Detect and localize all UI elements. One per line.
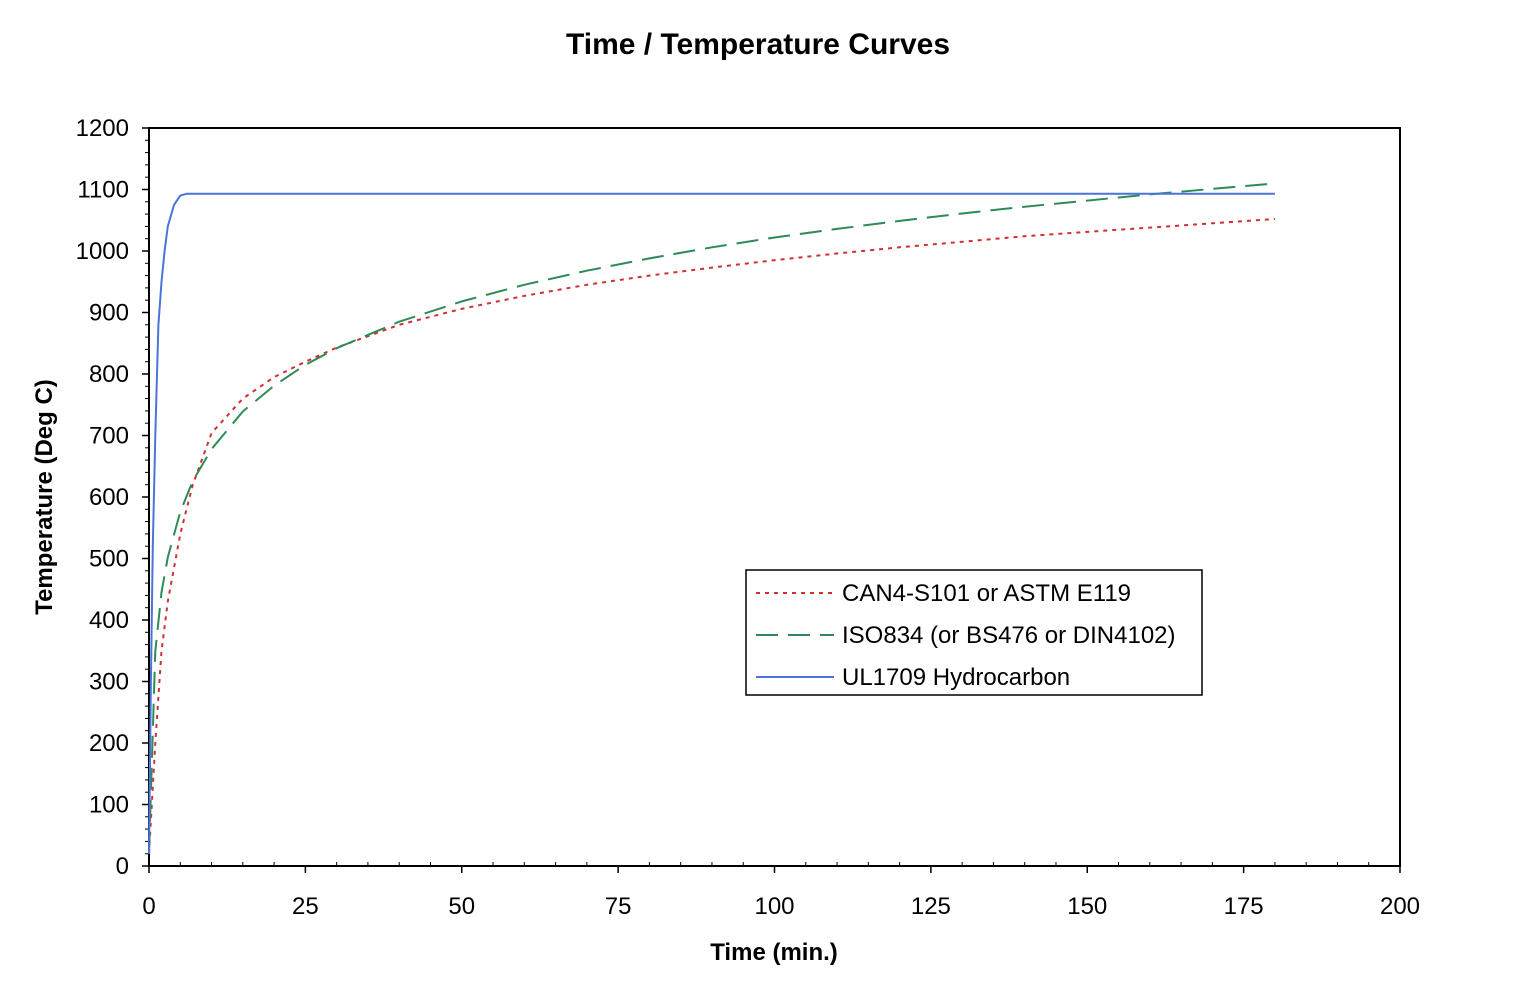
y-tick-label: 1100 xyxy=(77,177,129,204)
y-tick-label: 700 xyxy=(89,423,129,450)
legend-label-2: ISO834 (or BS476 or DIN4102) xyxy=(842,622,1176,649)
y-tick-label: 800 xyxy=(89,361,129,388)
x-tick-label: 0 xyxy=(142,893,155,920)
x-tick-label: 75 xyxy=(605,893,632,920)
legend-label-3: UL1709 Hydrocarbon xyxy=(842,664,1070,691)
x-axis-label: Time (min.) xyxy=(710,939,838,966)
legend-box xyxy=(745,569,1203,696)
legend: CAN4-S101 or ASTM E119 ISO834 (or BS476 o… xyxy=(745,569,1203,696)
y-tick-label: 600 xyxy=(89,484,129,511)
x-tick-label: 25 xyxy=(292,893,319,920)
x-tick-label: 150 xyxy=(1067,893,1107,920)
y-tick-label: 0 xyxy=(116,853,129,880)
legend-label-1: CAN4-S101 or ASTM E119 xyxy=(842,580,1131,607)
x-tick-label: 125 xyxy=(911,893,951,920)
y-tick-label: 500 xyxy=(89,546,129,573)
y-tick-label: 900 xyxy=(89,300,129,327)
series-line-1 xyxy=(148,218,1275,854)
plot-area xyxy=(148,127,1401,867)
x-tick-label: 50 xyxy=(448,893,475,920)
series-line-2 xyxy=(148,182,1275,854)
x-tick-label: 100 xyxy=(754,893,794,920)
x-tick-label: 200 xyxy=(1380,893,1420,920)
x-tick-label: 175 xyxy=(1224,893,1264,920)
y-tick-label: 100 xyxy=(89,792,129,819)
y-tick-label: 300 xyxy=(89,669,129,696)
series-layer xyxy=(148,182,1275,854)
y-tick-label: 1000 xyxy=(76,238,129,265)
y-tick-label: 200 xyxy=(89,730,129,757)
series-line-3 xyxy=(148,192,1275,854)
axis-ticks: 0100200300400500600700800900100011001200… xyxy=(76,115,1420,920)
y-tick-label: 1200 xyxy=(76,115,129,142)
y-axis-label: Temperature (Deg C) xyxy=(31,379,58,615)
chart-title: Time / Temperature Curves xyxy=(565,28,951,61)
y-tick-label: 400 xyxy=(89,607,129,634)
